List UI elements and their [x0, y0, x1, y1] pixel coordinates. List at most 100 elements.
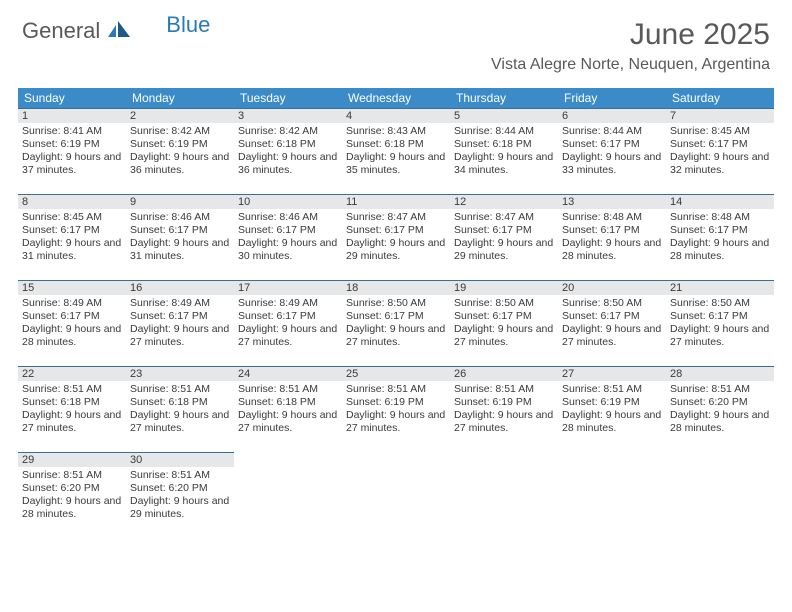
sunrise-text: Sunrise: 8:50 AM	[666, 295, 774, 310]
sunset-text: Sunset: 6:20 PM	[18, 482, 126, 495]
calendar-day-cell: 7Sunrise: 8:45 AMSunset: 6:17 PMDaylight…	[666, 108, 774, 194]
calendar-day-cell: 16Sunrise: 8:49 AMSunset: 6:17 PMDayligh…	[126, 280, 234, 366]
sunrise-text: Sunrise: 8:42 AM	[234, 123, 342, 138]
calendar-day-cell: 25Sunrise: 8:51 AMSunset: 6:19 PMDayligh…	[342, 366, 450, 452]
sunset-text: Sunset: 6:19 PM	[558, 396, 666, 409]
sunrise-text: Sunrise: 8:42 AM	[126, 123, 234, 138]
daylight-text: Daylight: 9 hours and 28 minutes.	[666, 237, 774, 263]
daylight-text: Daylight: 9 hours and 27 minutes.	[234, 409, 342, 435]
sunset-text: Sunset: 6:17 PM	[666, 310, 774, 323]
calendar-empty-cell	[342, 452, 450, 538]
calendar-day-cell: 28Sunrise: 8:51 AMSunset: 6:20 PMDayligh…	[666, 366, 774, 452]
day-number: 11	[342, 194, 450, 209]
calendar-day-cell: 19Sunrise: 8:50 AMSunset: 6:17 PMDayligh…	[450, 280, 558, 366]
calendar-day-cell: 24Sunrise: 8:51 AMSunset: 6:18 PMDayligh…	[234, 366, 342, 452]
daylight-text: Daylight: 9 hours and 28 minutes.	[666, 409, 774, 435]
weekday-header: Friday	[558, 88, 666, 108]
sunrise-text: Sunrise: 8:49 AM	[126, 295, 234, 310]
daylight-text: Daylight: 9 hours and 28 minutes.	[558, 237, 666, 263]
calendar-empty-cell	[234, 452, 342, 538]
day-number: 9	[126, 194, 234, 209]
calendar-day-cell: 15Sunrise: 8:49 AMSunset: 6:17 PMDayligh…	[18, 280, 126, 366]
sunrise-text: Sunrise: 8:50 AM	[558, 295, 666, 310]
sunrise-text: Sunrise: 8:46 AM	[234, 209, 342, 224]
daylight-text: Daylight: 9 hours and 37 minutes.	[18, 151, 126, 177]
day-number: 16	[126, 280, 234, 295]
sunrise-text: Sunrise: 8:47 AM	[450, 209, 558, 224]
sunrise-text: Sunrise: 8:51 AM	[342, 381, 450, 396]
sunset-text: Sunset: 6:19 PM	[342, 396, 450, 409]
daylight-text: Daylight: 9 hours and 36 minutes.	[234, 151, 342, 177]
calendar-empty-cell	[558, 452, 666, 538]
daylight-text: Daylight: 9 hours and 27 minutes.	[450, 409, 558, 435]
calendar-day-cell: 20Sunrise: 8:50 AMSunset: 6:17 PMDayligh…	[558, 280, 666, 366]
calendar-empty-cell	[666, 452, 774, 538]
calendar-day-cell: 23Sunrise: 8:51 AMSunset: 6:18 PMDayligh…	[126, 366, 234, 452]
day-number: 28	[666, 366, 774, 381]
calendar-day-cell: 26Sunrise: 8:51 AMSunset: 6:19 PMDayligh…	[450, 366, 558, 452]
weekday-header: Saturday	[666, 88, 774, 108]
calendar-day-cell: 22Sunrise: 8:51 AMSunset: 6:18 PMDayligh…	[18, 366, 126, 452]
daylight-text: Daylight: 9 hours and 27 minutes.	[450, 323, 558, 349]
day-number: 4	[342, 108, 450, 123]
daylight-text: Daylight: 9 hours and 31 minutes.	[126, 237, 234, 263]
sunrise-text: Sunrise: 8:44 AM	[558, 123, 666, 138]
day-number: 10	[234, 194, 342, 209]
daylight-text: Daylight: 9 hours and 27 minutes.	[126, 323, 234, 349]
calendar-day-cell: 8Sunrise: 8:45 AMSunset: 6:17 PMDaylight…	[18, 194, 126, 280]
sunrise-text: Sunrise: 8:51 AM	[666, 381, 774, 396]
sunset-text: Sunset: 6:17 PM	[450, 224, 558, 237]
day-number: 21	[666, 280, 774, 295]
sunrise-text: Sunrise: 8:49 AM	[18, 295, 126, 310]
sunset-text: Sunset: 6:18 PM	[342, 138, 450, 151]
sunrise-text: Sunrise: 8:41 AM	[18, 123, 126, 138]
day-number: 15	[18, 280, 126, 295]
calendar-empty-cell	[450, 452, 558, 538]
sunset-text: Sunset: 6:20 PM	[126, 482, 234, 495]
calendar-day-cell: 30Sunrise: 8:51 AMSunset: 6:20 PMDayligh…	[126, 452, 234, 538]
sunset-text: Sunset: 6:18 PM	[234, 138, 342, 151]
sunrise-text: Sunrise: 8:48 AM	[558, 209, 666, 224]
page-title: June 2025	[491, 18, 770, 52]
day-number: 27	[558, 366, 666, 381]
day-number: 7	[666, 108, 774, 123]
logo-text-blue: Blue	[166, 12, 210, 38]
daylight-text: Daylight: 9 hours and 28 minutes.	[558, 409, 666, 435]
daylight-text: Daylight: 9 hours and 36 minutes.	[126, 151, 234, 177]
sunset-text: Sunset: 6:17 PM	[450, 310, 558, 323]
sunset-text: Sunset: 6:18 PM	[126, 396, 234, 409]
calendar-day-cell: 11Sunrise: 8:47 AMSunset: 6:17 PMDayligh…	[342, 194, 450, 280]
sunset-text: Sunset: 6:17 PM	[342, 310, 450, 323]
calendar-week-row: 1Sunrise: 8:41 AMSunset: 6:19 PMDaylight…	[18, 108, 774, 194]
sunrise-text: Sunrise: 8:43 AM	[342, 123, 450, 138]
sunrise-text: Sunrise: 8:51 AM	[18, 467, 126, 482]
sunset-text: Sunset: 6:19 PM	[126, 138, 234, 151]
sunset-text: Sunset: 6:20 PM	[666, 396, 774, 409]
calendar-day-cell: 29Sunrise: 8:51 AMSunset: 6:20 PMDayligh…	[18, 452, 126, 538]
sunset-text: Sunset: 6:18 PM	[234, 396, 342, 409]
day-number: 29	[18, 452, 126, 467]
sunset-text: Sunset: 6:17 PM	[666, 224, 774, 237]
calendar-day-cell: 13Sunrise: 8:48 AMSunset: 6:17 PMDayligh…	[558, 194, 666, 280]
daylight-text: Daylight: 9 hours and 27 minutes.	[342, 323, 450, 349]
day-number: 19	[450, 280, 558, 295]
day-number: 14	[666, 194, 774, 209]
day-number: 3	[234, 108, 342, 123]
sunrise-text: Sunrise: 8:50 AM	[450, 295, 558, 310]
daylight-text: Daylight: 9 hours and 29 minutes.	[126, 495, 234, 521]
sunset-text: Sunset: 6:17 PM	[18, 310, 126, 323]
day-number: 20	[558, 280, 666, 295]
day-number: 22	[18, 366, 126, 381]
sunset-text: Sunset: 6:17 PM	[558, 310, 666, 323]
day-number: 17	[234, 280, 342, 295]
page-subtitle: Vista Alegre Norte, Neuquen, Argentina	[491, 56, 770, 74]
calendar-day-cell: 1Sunrise: 8:41 AMSunset: 6:19 PMDaylight…	[18, 108, 126, 194]
calendar-day-cell: 12Sunrise: 8:47 AMSunset: 6:17 PMDayligh…	[450, 194, 558, 280]
day-number: 8	[18, 194, 126, 209]
daylight-text: Daylight: 9 hours and 29 minutes.	[342, 237, 450, 263]
daylight-text: Daylight: 9 hours and 27 minutes.	[666, 323, 774, 349]
sunrise-text: Sunrise: 8:49 AM	[234, 295, 342, 310]
sunrise-text: Sunrise: 8:51 AM	[126, 467, 234, 482]
calendar-day-cell: 2Sunrise: 8:42 AMSunset: 6:19 PMDaylight…	[126, 108, 234, 194]
daylight-text: Daylight: 9 hours and 27 minutes.	[342, 409, 450, 435]
